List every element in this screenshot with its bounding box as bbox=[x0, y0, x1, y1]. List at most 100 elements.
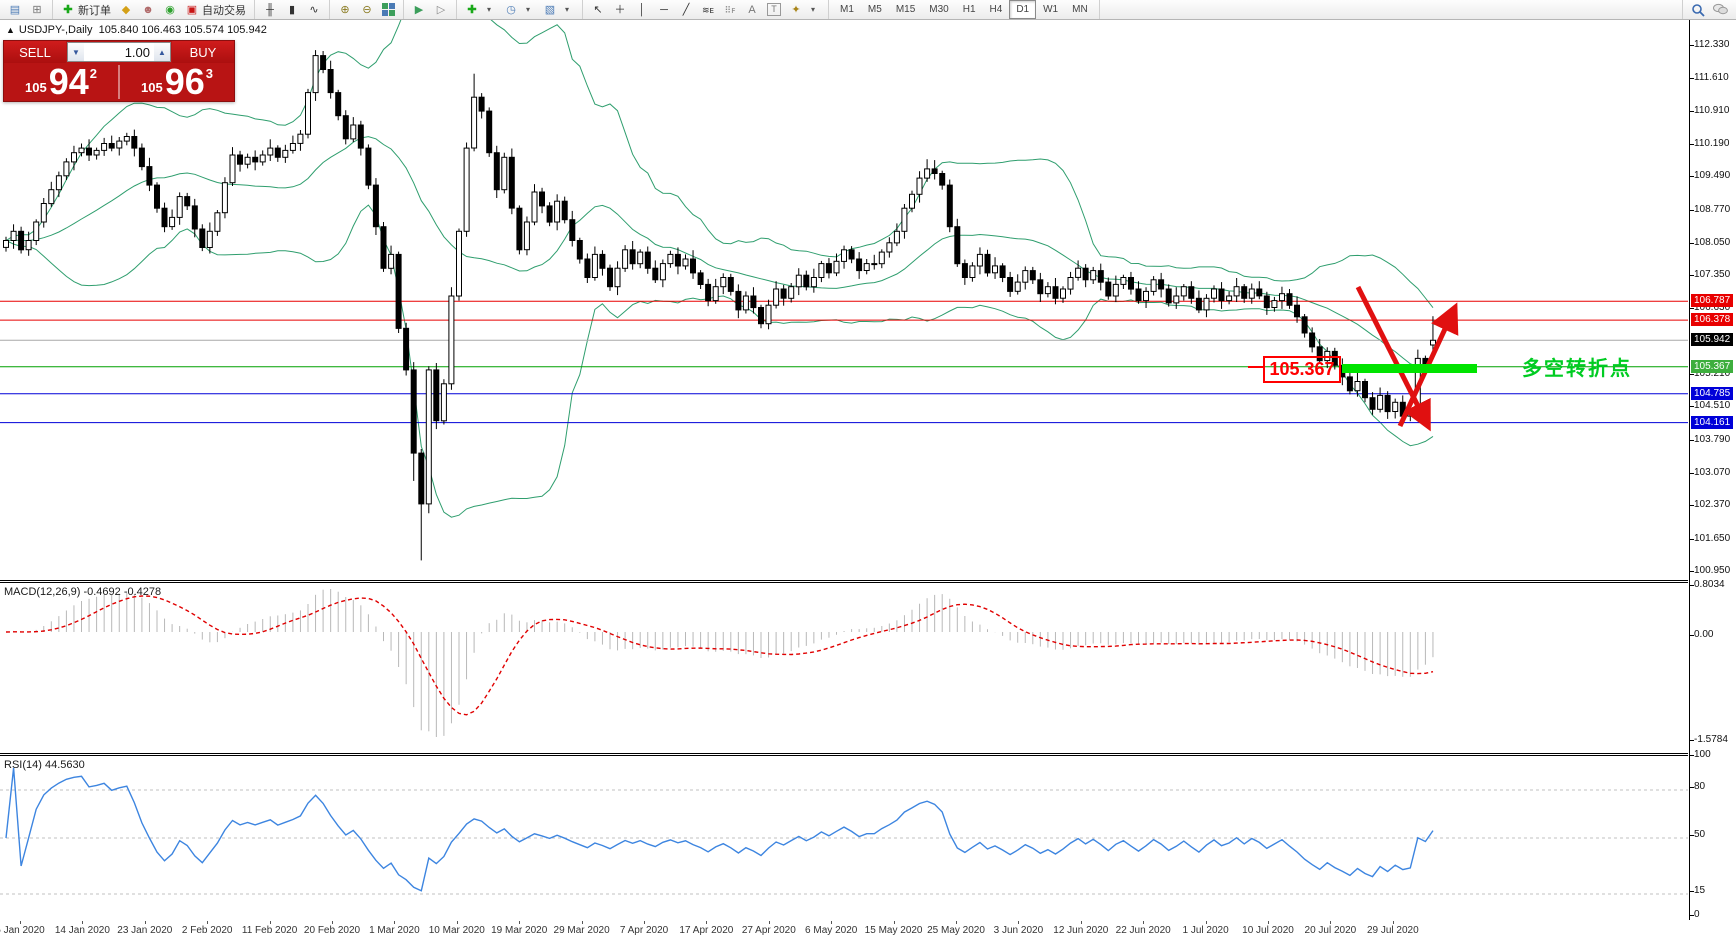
bar-chart-button[interactable]: ╫ bbox=[259, 0, 281, 20]
macd-canvas[interactable] bbox=[0, 583, 1688, 748]
timeframe-m5[interactable]: M5 bbox=[867, 4, 882, 15]
price-line-label: 105.367 bbox=[1691, 359, 1734, 373]
symbol-marker-icon: ▲ bbox=[6, 25, 15, 35]
candlestick-button[interactable]: ▮ bbox=[281, 0, 303, 20]
date-label: 5 Jan 2020 bbox=[0, 925, 45, 936]
date-label: 29 Mar 2020 bbox=[553, 925, 610, 936]
line-chart-button[interactable]: ∿ bbox=[303, 0, 325, 20]
volume-stepper: ▼ ▲ bbox=[67, 42, 171, 62]
signals-button[interactable]: ◉ bbox=[159, 0, 181, 20]
macd-pane: MACD(12,26,9) -0.4692 -0.4278 bbox=[0, 580, 1688, 751]
arrows-button[interactable]: ✦ ▾ bbox=[785, 0, 824, 20]
sell-price-point: 2 bbox=[89, 66, 97, 81]
metaeditor-icon: ◆ bbox=[121, 3, 131, 16]
sell-price-pips: 94 bbox=[48, 61, 89, 102]
tile-windows-button[interactable] bbox=[378, 0, 399, 20]
date-label: 23 Jan 2020 bbox=[117, 925, 173, 936]
buy-button[interactable]: BUY bbox=[172, 41, 234, 63]
macd-axis-tick: 0.00 bbox=[1694, 629, 1714, 640]
main-toolbar: ▤ ⊞ ✚ 新订单 ◆ ☻ ◉ ▣ 自动交易 ╫ ▮ ∿ ⊕ ⊖ ▶ ▷ ✚ ▾ … bbox=[0, 0, 1736, 20]
volume-input[interactable] bbox=[84, 43, 154, 61]
timeframe-m30[interactable]: M30 bbox=[929, 4, 949, 15]
tick-mark bbox=[1690, 635, 1694, 636]
date-tick bbox=[1080, 921, 1082, 924]
horizontal-line-button[interactable]: ─ bbox=[653, 0, 675, 20]
date-tick bbox=[82, 921, 84, 924]
indicators-caret: ▾ bbox=[486, 4, 491, 14]
cursor-button[interactable]: ↖ bbox=[587, 0, 609, 20]
text-button[interactable]: A bbox=[741, 0, 763, 20]
price-line-label: 104.161 bbox=[1691, 415, 1734, 429]
ohlc-values: 105.840 106.463 105.574 105.942 bbox=[98, 24, 267, 36]
timeframe-m15[interactable]: M15 bbox=[895, 4, 916, 15]
timeframe-m1[interactable]: M1 bbox=[840, 4, 854, 15]
vertical-line-button[interactable]: │ bbox=[631, 0, 653, 20]
clock-icon: ◷ bbox=[506, 3, 516, 16]
timeframe-h1[interactable]: H1 bbox=[962, 4, 976, 15]
date-tick bbox=[207, 921, 209, 924]
support-highlight-bar[interactable] bbox=[1342, 364, 1477, 373]
price-callout-dash bbox=[1248, 366, 1263, 368]
price-tick: 110.910 bbox=[1694, 104, 1730, 116]
autotrading-button[interactable]: ▣ 自动交易 bbox=[181, 0, 250, 20]
templates-button[interactable]: ▧ ▾ bbox=[539, 0, 578, 20]
date-tick bbox=[893, 921, 895, 924]
date-label: 29 Jul 2020 bbox=[1366, 925, 1419, 936]
cursor-icon: ↖ bbox=[593, 3, 603, 16]
chart-window-button[interactable]: ▤ bbox=[4, 0, 26, 20]
date-tick bbox=[269, 921, 271, 924]
community-button[interactable]: ☻ bbox=[137, 0, 159, 20]
volume-decrease-button[interactable]: ▼ bbox=[68, 43, 84, 61]
profiles-icon: ⊞ bbox=[32, 3, 42, 16]
text-label-icon: T bbox=[767, 3, 781, 16]
date-tick bbox=[956, 921, 957, 924]
date-label: 1 Mar 2020 bbox=[369, 925, 420, 936]
periods-button[interactable]: ◷ ▾ bbox=[500, 0, 539, 20]
volume-increase-button[interactable]: ▲ bbox=[154, 43, 170, 61]
arrows-caret: ▾ bbox=[810, 4, 815, 14]
date-label: 7 Apr 2020 bbox=[619, 925, 669, 936]
auto-scroll-button[interactable]: ▶ bbox=[408, 0, 430, 20]
turning-point-annotation[interactable]: 多空转折点 bbox=[1522, 358, 1632, 380]
date-label: 6 May 2020 bbox=[805, 925, 858, 936]
price-tick: 111.610 bbox=[1694, 72, 1729, 84]
sell-quote[interactable]: 105 94 2 bbox=[4, 63, 118, 101]
chart-shift-button[interactable]: ▷ bbox=[430, 0, 452, 20]
zoom-in-button[interactable]: ⊕ bbox=[334, 0, 356, 20]
price-tick: 108.050 bbox=[1694, 236, 1731, 248]
fibonacci-button[interactable]: ≋ᴇ bbox=[697, 0, 719, 20]
sell-button[interactable]: SELL bbox=[4, 41, 66, 63]
timeframe-d1[interactable]: D1 bbox=[1009, 0, 1037, 19]
vertical-line-icon: │ bbox=[638, 3, 646, 16]
search-button[interactable] bbox=[1687, 0, 1709, 20]
buy-quote[interactable]: 105 96 3 bbox=[120, 63, 234, 101]
zoom-out-icon: ⊖ bbox=[362, 3, 372, 16]
text-label-button[interactable]: T bbox=[763, 0, 785, 20]
new-order-button[interactable]: ✚ 新订单 bbox=[57, 0, 115, 20]
tick-mark bbox=[1690, 755, 1694, 756]
metaeditor-button[interactable]: ◆ bbox=[115, 0, 137, 20]
chat-button[interactable] bbox=[1709, 0, 1732, 20]
timeframe-h4[interactable]: H4 bbox=[989, 4, 1003, 15]
timeframe-mn[interactable]: MN bbox=[1072, 4, 1088, 15]
date-label: 17 Apr 2020 bbox=[679, 925, 734, 936]
timeframe-w1[interactable]: W1 bbox=[1043, 4, 1059, 15]
new-order-label: 新订单 bbox=[78, 4, 111, 17]
rsi-canvas[interactable] bbox=[0, 756, 1688, 920]
crosshair-button[interactable]: ＋ bbox=[609, 0, 631, 20]
zoom-in-icon: ⊕ bbox=[340, 3, 350, 16]
date-label: 1 Jul 2020 bbox=[1182, 925, 1229, 936]
price-callout-box[interactable]: 105.367 bbox=[1263, 356, 1341, 383]
buy-price-figure: 105 bbox=[141, 80, 163, 95]
tick-mark bbox=[1690, 585, 1694, 586]
chart-canvas[interactable] bbox=[0, 19, 1688, 575]
profiles-button[interactable]: ⊞ bbox=[26, 0, 48, 20]
fibo-fan-button[interactable]: ⠿ꜰ bbox=[719, 0, 741, 20]
indicators-icon: ✚ bbox=[467, 3, 477, 16]
date-tick bbox=[768, 921, 770, 924]
trendline-button[interactable]: ╱ bbox=[675, 0, 697, 20]
zoom-out-button[interactable]: ⊖ bbox=[356, 0, 378, 20]
indicators-button[interactable]: ✚ ▾ bbox=[461, 0, 500, 20]
tick-mark bbox=[1690, 308, 1694, 310]
tick-mark bbox=[1690, 915, 1694, 916]
